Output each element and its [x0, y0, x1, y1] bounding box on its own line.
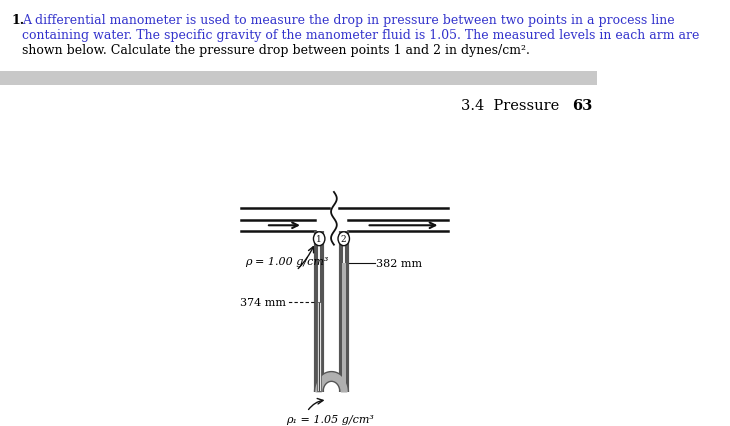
Polygon shape	[316, 373, 347, 392]
Text: 3.4  Pressure: 3.4 Pressure	[461, 99, 569, 113]
Circle shape	[338, 232, 350, 246]
Text: 382 mm: 382 mm	[377, 258, 423, 268]
Bar	[0, 72, 597, 85]
Text: 2: 2	[341, 235, 347, 244]
Text: A differential manometer is used to measure the drop in pressure between two poi: A differential manometer is used to meas…	[22, 14, 675, 27]
Text: 1: 1	[316, 235, 322, 244]
Text: 63: 63	[572, 99, 593, 113]
Text: 374 mm: 374 mm	[240, 298, 286, 308]
Bar	[342, 263, 346, 391]
Text: 1.: 1.	[12, 14, 25, 27]
Circle shape	[313, 232, 325, 246]
Text: ρ = 1.00 g/cm³: ρ = 1.00 g/cm³	[245, 256, 329, 266]
Text: ρ₁ = 1.05 g/cm³: ρ₁ = 1.05 g/cm³	[286, 414, 374, 424]
Text: shown below. Calculate the pressure drop between points 1 and 2 in dynes/cm².: shown below. Calculate the pressure drop…	[22, 43, 530, 57]
Bar	[317, 302, 320, 391]
Text: containing water. The specific gravity of the manometer fluid is 1.05. The measu: containing water. The specific gravity o…	[22, 29, 699, 42]
